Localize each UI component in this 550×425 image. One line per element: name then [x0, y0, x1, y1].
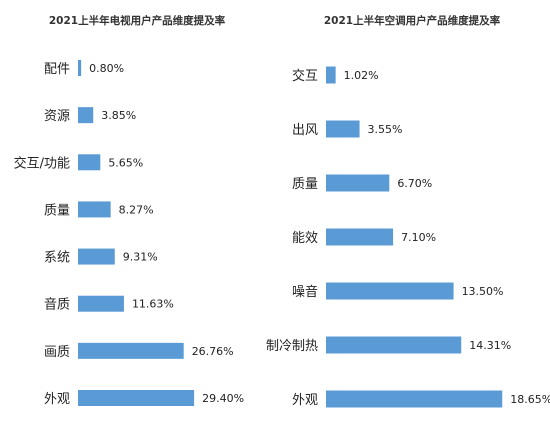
tv-value-label: 0.80% — [89, 62, 124, 75]
tv-category-label: 画质 — [44, 345, 70, 360]
tv-bar — [78, 201, 111, 218]
ac-chart-panel: 2021上半年空调用户产品维度提及率 交互 1.02% 出风 3.55% 质量 6.70%… — [266, 0, 550, 425]
tv-value-label: 3.85% — [101, 109, 136, 122]
tv-value-label: 11.63% — [132, 298, 174, 311]
ac-category-label: 质量 — [292, 177, 318, 192]
tv-category-label: 系统 — [44, 251, 70, 266]
tv-bar — [78, 248, 115, 265]
ac-bar — [326, 282, 454, 300]
ac-value-label: 14.31% — [469, 339, 511, 352]
tv-category-label: 外观 — [44, 392, 70, 407]
ac-value-label: 6.70% — [397, 177, 432, 190]
tv-bar — [78, 60, 82, 76]
ac-bar — [326, 66, 336, 84]
tv-bar — [78, 295, 124, 312]
tv-category-label: 配件 — [44, 62, 70, 77]
tv-value-label: 5.65% — [108, 156, 143, 169]
ac-category-label: 出风 — [292, 123, 318, 138]
tv-value-label: 9.31% — [123, 251, 158, 264]
tv-category-label: 质量 — [44, 203, 70, 218]
tv-category-label: 交互/功能 — [14, 155, 70, 171]
tv-value-label: 8.27% — [119, 203, 154, 216]
ac-category-label: 制冷制热 — [266, 339, 318, 354]
tv-bar-chart: 配件 0.80% 资源 3.85% 交互/功能 5.65% 质量 8.27% 系统 9.31% 音质… — [14, 60, 244, 407]
ac-value-label: 18.65% — [510, 393, 550, 406]
ac-bar-chart: 交互 1.02% 出风 3.55% 质量 6.70% 能效 7.10% 噪音 13.50% 制冷制热… — [266, 66, 550, 408]
tv-bar — [78, 107, 94, 124]
tv-value-label: 26.76% — [192, 345, 234, 358]
ac-value-label: 1.02% — [344, 69, 379, 82]
tv-chart-title: 2021上半年电视用户产品维度提及率 — [48, 15, 226, 27]
tv-value-label: 29.40% — [202, 392, 244, 405]
tv-category-label: 音质 — [44, 297, 70, 313]
ac-category-label: 噪音 — [292, 284, 318, 300]
tv-bar — [78, 390, 195, 406]
ac-category-label: 交互 — [292, 68, 318, 84]
tv-chart-panel: 2021上半年电视用户产品维度提及率 配件 0.80% 资源 3.85% 交互/功能 5.… — [0, 0, 274, 425]
ac-bar — [326, 390, 503, 408]
ac-chart-title: 2021上半年空调用户产品维度提及率 — [323, 15, 501, 27]
ac-category-label: 能效 — [292, 231, 318, 246]
tv-bar — [78, 154, 101, 171]
ac-bar — [326, 120, 360, 138]
ac-value-label: 13.50% — [462, 285, 504, 298]
ac-bar — [326, 336, 462, 354]
ac-value-label: 3.55% — [368, 123, 403, 136]
ac-category-label: 外观 — [292, 393, 318, 408]
ac-bar — [326, 174, 390, 192]
ac-value-label: 7.10% — [401, 231, 436, 244]
ac-bar — [326, 228, 394, 246]
tv-category-label: 资源 — [44, 109, 70, 124]
tv-bar — [78, 342, 184, 359]
